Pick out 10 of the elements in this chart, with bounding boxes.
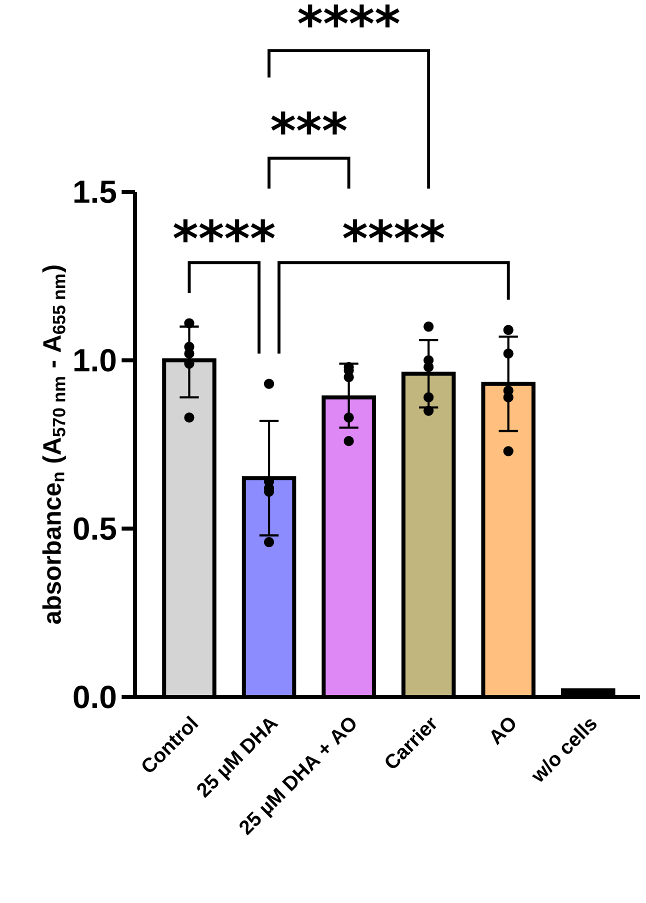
text: ****	[298, 4, 400, 28]
text: ***	[271, 112, 347, 134]
y-tick-label: 0.0	[74, 686, 116, 708]
y-axis-title: absorbance$_{n}$ (A$_{570 nm}$ - A$_{655 nm}$)	[42, 266, 66, 624]
y-tick-label: 1.0	[74, 348, 116, 372]
annotation: ****	[174, 219, 275, 242]
y-tick-label: 1.5	[74, 180, 116, 204]
y-tick-label: 0.5	[74, 517, 116, 540]
x-tick-label: AO	[491, 718, 516, 746]
annotation: ****	[343, 219, 444, 242]
